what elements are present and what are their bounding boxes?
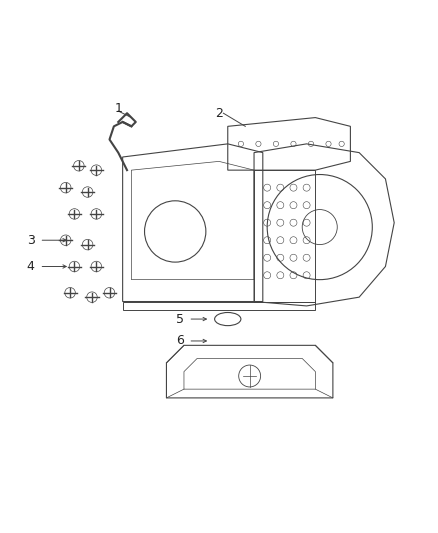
Text: 3: 3 <box>27 233 35 247</box>
Text: 6: 6 <box>176 335 184 348</box>
Text: 4: 4 <box>27 260 35 273</box>
Text: 5: 5 <box>176 312 184 326</box>
Text: 1: 1 <box>114 102 122 115</box>
Text: 2: 2 <box>215 107 223 120</box>
